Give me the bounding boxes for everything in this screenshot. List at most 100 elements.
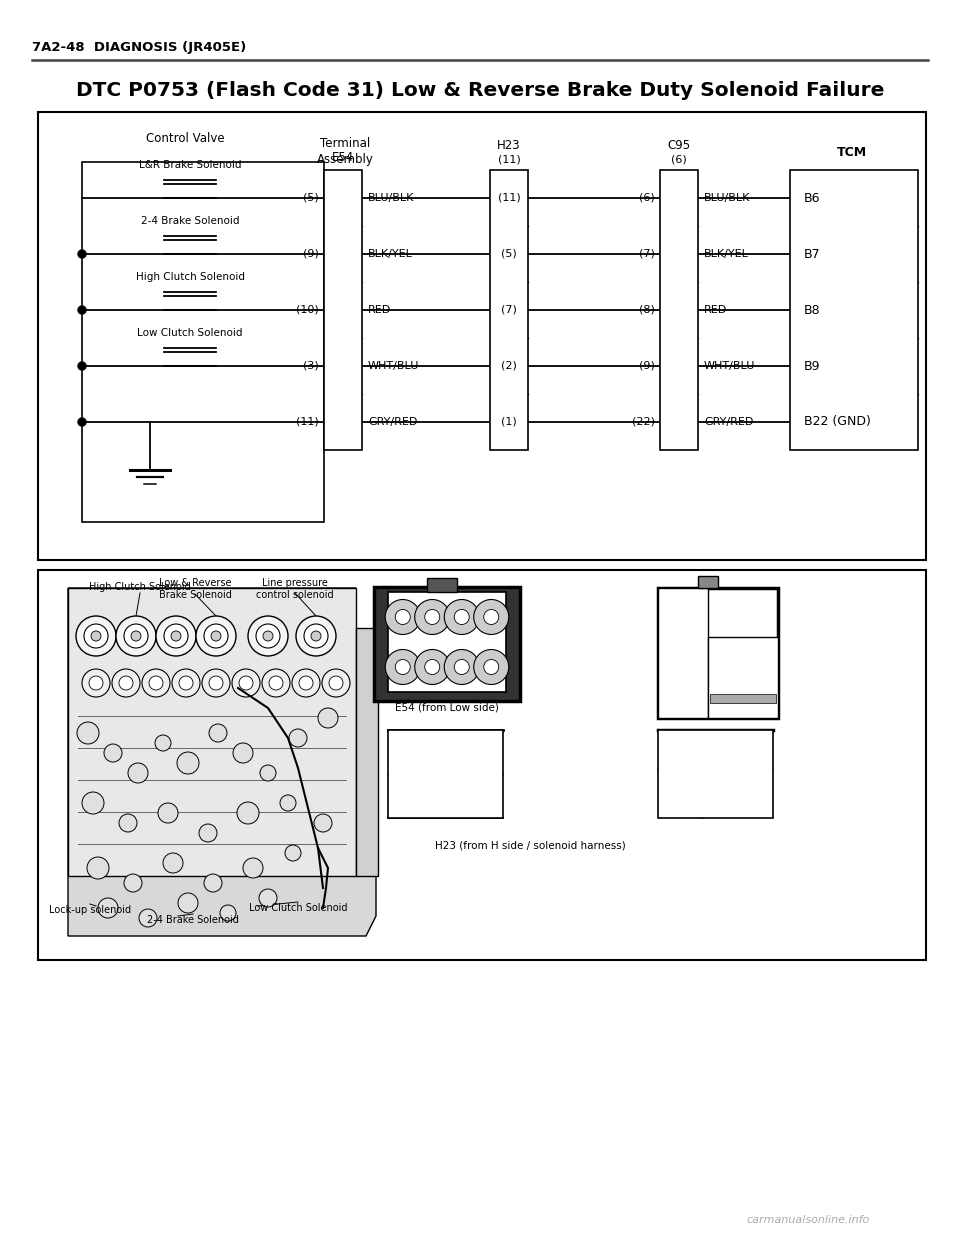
Circle shape: [149, 676, 163, 691]
Circle shape: [296, 616, 336, 656]
Bar: [356, 628, 378, 876]
Circle shape: [259, 889, 277, 907]
Circle shape: [124, 874, 142, 892]
Text: 1: 1: [734, 745, 740, 754]
Circle shape: [172, 669, 200, 697]
Text: carmanualsonline.info: carmanualsonline.info: [747, 1215, 870, 1225]
Circle shape: [139, 909, 157, 927]
Circle shape: [89, 676, 103, 691]
Text: B22 (GND): B22 (GND): [804, 416, 871, 428]
Bar: [38, 570, 926, 960]
Circle shape: [260, 765, 276, 781]
Text: 1: 1: [404, 748, 410, 756]
Bar: [388, 592, 506, 692]
Circle shape: [116, 616, 156, 656]
Circle shape: [178, 893, 198, 913]
Circle shape: [155, 735, 171, 751]
Text: (1): (1): [501, 417, 516, 427]
Circle shape: [444, 600, 479, 635]
Circle shape: [164, 623, 188, 648]
Bar: [708, 637, 778, 718]
Text: 4: 4: [404, 791, 410, 801]
Circle shape: [473, 600, 509, 635]
Text: 5: 5: [734, 789, 740, 797]
Text: Line pressure
control solenoid: Line pressure control solenoid: [256, 578, 334, 600]
Bar: [388, 730, 503, 818]
Circle shape: [424, 660, 440, 674]
Circle shape: [263, 631, 273, 641]
Circle shape: [262, 669, 290, 697]
Text: 3: 3: [677, 789, 683, 797]
Circle shape: [84, 623, 108, 648]
Text: (9): (9): [303, 248, 319, 260]
Circle shape: [292, 669, 320, 697]
Text: T: T: [681, 622, 685, 631]
Text: x: x: [681, 674, 685, 683]
Circle shape: [91, 631, 101, 641]
Text: RED: RED: [368, 306, 392, 315]
Text: (8): (8): [639, 306, 655, 315]
Circle shape: [211, 631, 221, 641]
Text: Lock-up solenoid: Lock-up solenoid: [49, 905, 132, 915]
Circle shape: [256, 623, 280, 648]
Text: (11): (11): [497, 193, 520, 202]
Text: (6): (6): [639, 193, 655, 202]
Circle shape: [142, 669, 170, 697]
Text: L&R Brake Solenoid: L&R Brake Solenoid: [139, 160, 241, 170]
Bar: [38, 112, 926, 560]
Circle shape: [158, 804, 178, 823]
Circle shape: [82, 669, 110, 697]
Text: 2: 2: [677, 745, 683, 754]
Bar: [710, 694, 776, 703]
Circle shape: [76, 616, 116, 656]
Circle shape: [285, 845, 301, 861]
Text: 2-4 Brake Solenoid: 2-4 Brake Solenoid: [141, 216, 239, 226]
Text: WHT/BLU: WHT/BLU: [368, 361, 420, 371]
Text: C: C: [681, 596, 686, 606]
Text: (7): (7): [639, 248, 655, 260]
Circle shape: [396, 660, 410, 674]
Bar: [68, 587, 356, 876]
Bar: [790, 170, 918, 450]
Text: 6: 6: [481, 791, 487, 801]
Circle shape: [424, 610, 440, 625]
Circle shape: [304, 623, 328, 648]
Bar: [698, 576, 718, 587]
Circle shape: [171, 631, 181, 641]
Text: 2: 2: [443, 748, 448, 756]
Text: H23: H23: [497, 139, 521, 152]
Circle shape: [209, 724, 227, 741]
Text: Low Clutch Solenoid: Low Clutch Solenoid: [137, 328, 243, 338]
Circle shape: [131, 631, 141, 641]
Circle shape: [473, 650, 509, 684]
Circle shape: [484, 660, 499, 674]
Text: 2-4 Brake Solenoid: 2-4 Brake Solenoid: [147, 915, 239, 925]
Text: TCM: TCM: [837, 145, 867, 159]
Circle shape: [233, 743, 253, 763]
Text: BLU/BLK: BLU/BLK: [704, 193, 751, 202]
Text: B8: B8: [804, 303, 821, 317]
Circle shape: [78, 361, 86, 370]
Circle shape: [396, 610, 410, 625]
Circle shape: [199, 823, 217, 842]
Text: (11): (11): [497, 154, 520, 164]
Circle shape: [78, 306, 86, 314]
Circle shape: [202, 669, 230, 697]
Text: High Clutch Solenoid: High Clutch Solenoid: [135, 272, 245, 282]
Text: GRY/RED: GRY/RED: [704, 417, 754, 427]
Circle shape: [314, 814, 332, 832]
Circle shape: [77, 722, 99, 744]
Circle shape: [484, 610, 499, 625]
Circle shape: [248, 616, 288, 656]
Bar: [658, 587, 778, 718]
Circle shape: [299, 676, 313, 691]
Circle shape: [322, 669, 350, 697]
Bar: [82, 161, 324, 522]
Text: (10): (10): [297, 306, 319, 315]
Text: 7A2-48  DIAGNOSIS (JR405E): 7A2-48 DIAGNOSIS (JR405E): [32, 41, 247, 55]
Text: B6: B6: [804, 191, 821, 205]
Circle shape: [98, 898, 118, 918]
Bar: [427, 578, 457, 592]
Circle shape: [112, 669, 140, 697]
Circle shape: [454, 610, 469, 625]
